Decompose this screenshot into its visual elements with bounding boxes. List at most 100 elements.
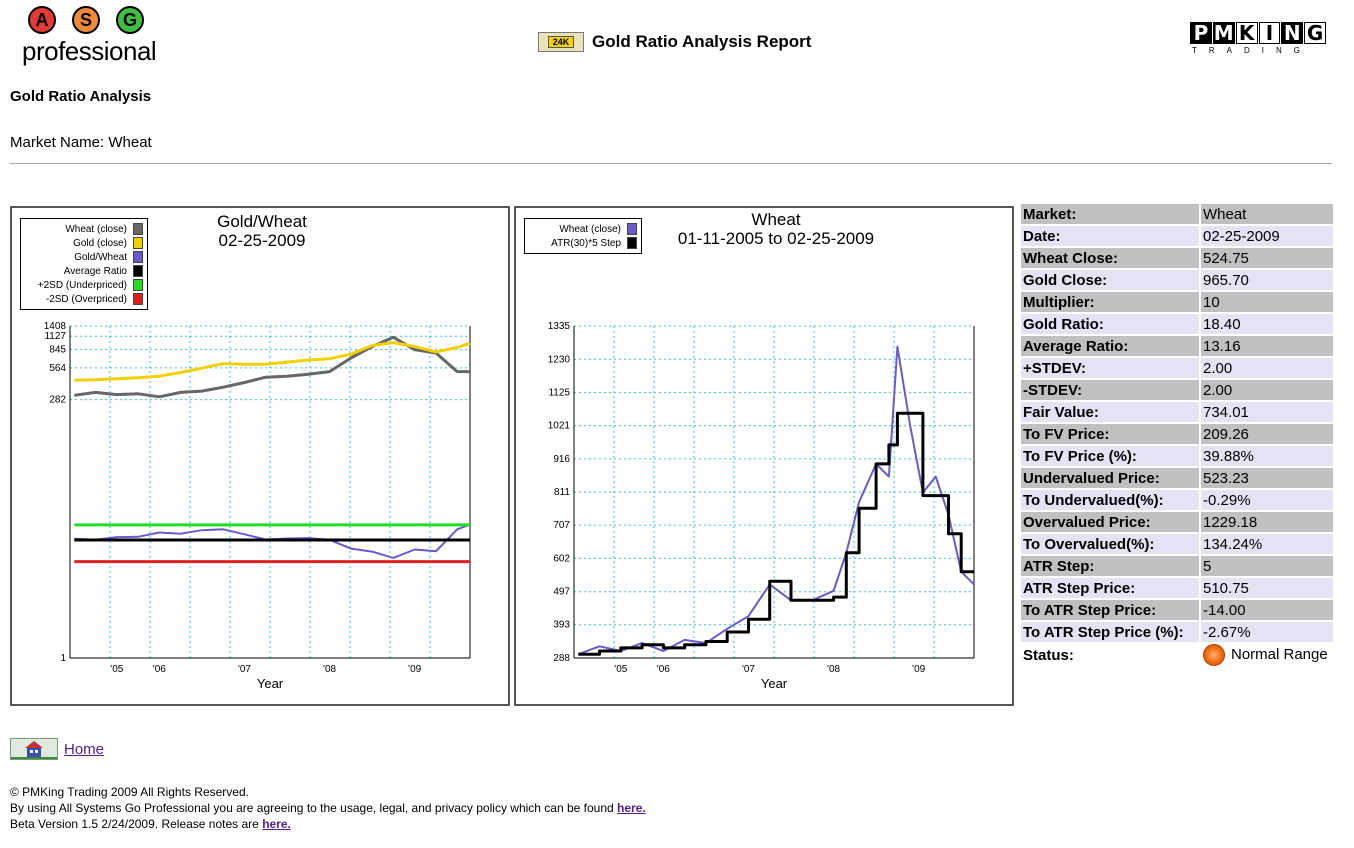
- x-axis-label: Year: [257, 676, 284, 691]
- report-title: Gold Ratio Analysis Report: [592, 32, 812, 51]
- table-key: Undervalued Price:: [1021, 468, 1199, 488]
- chart-legend: Wheat (close) ATR(30)*5 Step: [524, 218, 642, 254]
- legend-label: Wheat (close): [559, 223, 621, 235]
- x-tick-label: '05: [614, 664, 627, 675]
- table-row: Market: Wheat: [1021, 204, 1333, 224]
- table-row: ATR Step Price: 510.75: [1021, 578, 1333, 598]
- legend-entry: Average Ratio: [25, 264, 143, 278]
- chart-title-text: Wheat: [751, 210, 801, 229]
- beta-line: Beta Version 1.5 2/24/2009. Release note…: [10, 816, 646, 832]
- asg-letter-a: A: [28, 6, 56, 34]
- y-tick-label: 811: [554, 487, 570, 498]
- home-icon[interactable]: [10, 738, 58, 760]
- table-value: 965.70: [1201, 270, 1333, 290]
- x-tick-label: '08: [323, 664, 336, 675]
- status-cell: Normal Range: [1201, 644, 1333, 666]
- chart-legend: Wheat (close) Gold (close) Gold/Wheat Avera…: [20, 218, 148, 310]
- series-line: [577, 345, 975, 656]
- chart-title: Gold/Wheat 02-25-2009: [172, 212, 352, 250]
- series-line: [74, 341, 471, 382]
- pmking-letter: P: [1190, 21, 1212, 45]
- table-value: 1229.18: [1201, 512, 1333, 532]
- section-title: Gold Ratio Analysis: [10, 88, 152, 105]
- table-row: Average Ratio: 13.16: [1021, 336, 1333, 356]
- table-key: Gold Close:: [1021, 270, 1199, 290]
- table-key: Average Ratio:: [1021, 336, 1199, 356]
- table-value: 39.88%: [1201, 446, 1333, 466]
- gold-ratio-chart-panel: Wheat (close) Gold (close) Gold/Wheat Avera…: [10, 206, 510, 706]
- y-tick-label: 1: [60, 653, 66, 664]
- y-tick-label: 497: [553, 587, 570, 598]
- legend-label: -2SD (Overpriced): [45, 293, 127, 305]
- wheat-price-chart-panel: Wheat (close) ATR(30)*5 Step Wheat 01-11-…: [514, 206, 1014, 706]
- brand-subtitle: professional: [22, 36, 157, 66]
- table-value: Wheat: [1201, 204, 1333, 224]
- table-value: -14.00: [1201, 600, 1333, 620]
- legend-label: ATR(30)*5 Step: [551, 237, 621, 249]
- table-row: To Overvalued(%): 134.24%: [1021, 534, 1333, 554]
- table-value: 13.16: [1201, 336, 1333, 356]
- chart-title-text: Gold/Wheat: [217, 212, 307, 231]
- table-value: 209.26: [1201, 424, 1333, 444]
- x-axis-label: Year: [761, 676, 788, 691]
- table-value: 510.75: [1201, 578, 1333, 598]
- legend-label: Gold/Wheat: [74, 251, 127, 263]
- legend-label: Gold (close): [73, 237, 127, 249]
- pmking-letter: I: [1265, 21, 1274, 45]
- y-tick-label: 282: [49, 395, 66, 406]
- legend-swatch: [133, 251, 143, 263]
- x-tick-label: '06: [153, 664, 166, 675]
- legend-label: Wheat (close): [65, 223, 127, 235]
- x-tick-label: '07: [742, 664, 755, 675]
- table-row: +STDEV: 2.00: [1021, 358, 1333, 378]
- table-key: ATR Step Price:: [1021, 578, 1199, 598]
- y-tick-label: 1125: [548, 388, 570, 399]
- status-label: Status:: [1021, 644, 1199, 666]
- y-tick-label: 845: [49, 344, 66, 355]
- table-value: 134.24%: [1201, 534, 1333, 554]
- divider: [10, 163, 1332, 164]
- table-key: To ATR Step Price:: [1021, 600, 1199, 620]
- policy-link[interactable]: here.: [617, 801, 646, 815]
- pmking-letter: N: [1281, 21, 1304, 45]
- legend-entry: ATR(30)*5 Step: [529, 236, 637, 250]
- legend-swatch: [133, 293, 143, 305]
- y-tick-label: 1021: [548, 421, 571, 432]
- status-indicator-icon: [1203, 644, 1225, 666]
- asg-letter-g: G: [116, 6, 144, 34]
- legend-swatch: [133, 237, 143, 249]
- y-tick-label: 393: [553, 620, 570, 631]
- legend-entry: -2SD (Overpriced): [25, 292, 143, 306]
- table-key: To ATR Step Price (%):: [1021, 622, 1199, 642]
- table-row: Overvalued Price: 1229.18: [1021, 512, 1333, 532]
- home-link[interactable]: Home: [64, 740, 105, 758]
- release-notes-link[interactable]: here.: [262, 817, 291, 831]
- x-tick-label: '09: [408, 664, 421, 675]
- table-value: 524.75: [1201, 248, 1333, 268]
- y-tick-label: 916: [553, 454, 570, 465]
- home-nav[interactable]: Home: [10, 738, 104, 760]
- table-row: Fair Value: 734.01: [1021, 402, 1333, 422]
- x-tick-label: '08: [827, 664, 840, 675]
- table-row: To FV Price (%): 39.88%: [1021, 446, 1333, 466]
- table-value: 02-25-2009: [1201, 226, 1333, 246]
- table-row: Date: 02-25-2009: [1021, 226, 1333, 246]
- market-name-line: Market Name: Wheat: [10, 134, 152, 151]
- gold-bar-icon: 24K: [538, 32, 584, 52]
- table-value: 5: [1201, 556, 1333, 576]
- legend-swatch: [133, 265, 143, 277]
- table-key: -STDEV:: [1021, 380, 1199, 400]
- series-line: [74, 335, 470, 399]
- market-name-value: Wheat: [108, 134, 152, 151]
- legend-swatch: [627, 237, 637, 249]
- table-key: Overvalued Price:: [1021, 512, 1199, 532]
- table-key: Fair Value:: [1021, 402, 1199, 422]
- legend-label: Average Ratio: [63, 265, 127, 277]
- pmking-letter: K: [1235, 21, 1258, 45]
- legend-entry: Gold (close): [25, 236, 143, 250]
- chess-king-icon: I: [1258, 21, 1281, 45]
- report-header: 24K Gold Ratio Analysis Report: [538, 32, 811, 52]
- status-row: Status: Normal Range: [1021, 644, 1333, 666]
- policy-line: By using All Systems Go Professional you…: [10, 800, 646, 816]
- table-value: 18.40: [1201, 314, 1333, 334]
